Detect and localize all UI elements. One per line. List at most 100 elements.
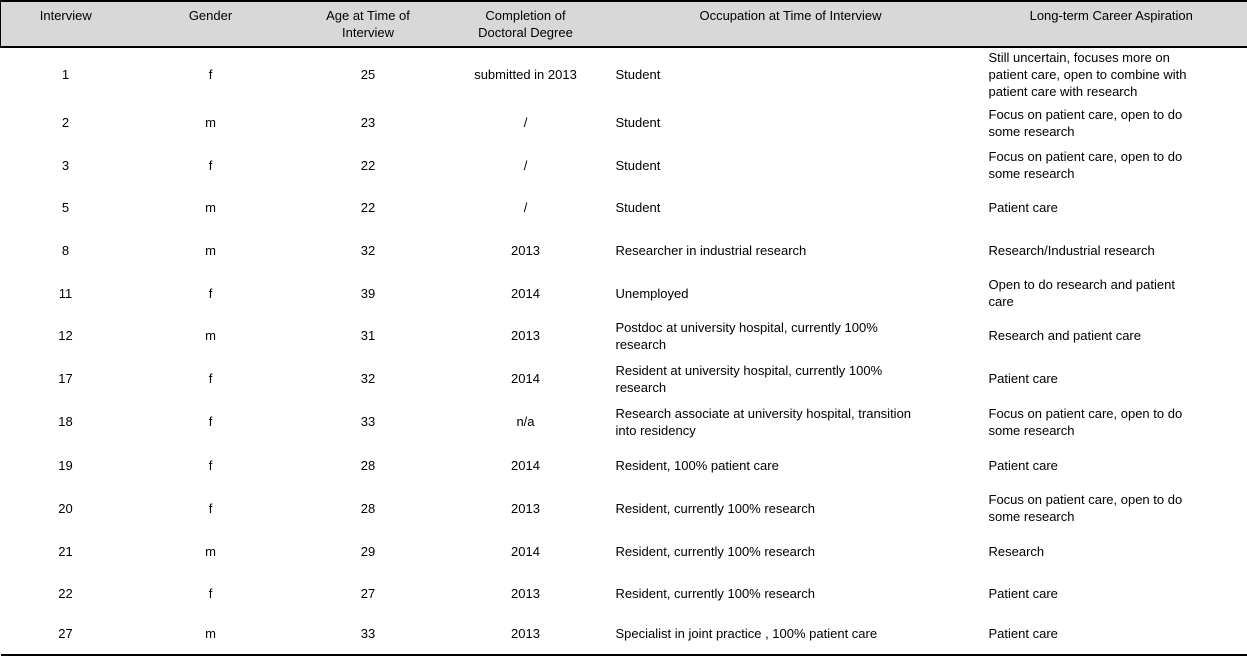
cell-completion: 2013 (511, 500, 540, 516)
cell-occupation: Student (615, 199, 661, 215)
cell-occupation: Resident at university hospital, current… (615, 362, 883, 395)
cell-aspiration: Focus on patient care, open to do some r… (988, 106, 1183, 139)
table-row: 8 m 32 2013 Researcher in industrial res… (1, 228, 1247, 272)
header-row: Interview Gender Age at Time of Intervie… (0, 1, 1247, 47)
column-header-age: Age at Time of Interview (290, 1, 446, 47)
cell-occupation: Researcher in industrial research (615, 242, 807, 258)
cell-age: 31 (360, 328, 376, 343)
cell-age: 22 (360, 199, 376, 215)
cell-completion: / (523, 115, 528, 130)
column-header-gender: Gender (130, 1, 291, 47)
table-row: 5 m 22 / Student Patient care (1, 186, 1247, 228)
table-row: 20 f 28 2013 Resident, currently 100% re… (1, 487, 1247, 529)
cell-interview: 27 (58, 626, 73, 641)
cell-aspiration: Patient care (988, 457, 1058, 473)
cell-interview: 22 (58, 585, 73, 601)
cell-age: 33 (360, 414, 376, 429)
cell-completion: 2013 (511, 328, 540, 343)
cell-gender: f (208, 500, 213, 516)
cell-occupation: Student (615, 157, 661, 173)
cell-aspiration: Research (988, 543, 1045, 559)
cell-interview: 17 (58, 371, 73, 386)
table-body: 1 f 25 submitted in 2013 Student Still u… (1, 47, 1247, 655)
cell-occupation: Resident, currently 100% research (615, 500, 815, 516)
cell-completion: 2014 (511, 371, 540, 386)
table-row: 11 f 39 2014 Unemployed Open to do resea… (1, 272, 1247, 314)
cell-age: 33 (360, 626, 376, 641)
cell-aspiration: Open to do research and patient care (988, 277, 1175, 309)
cell-gender: m (205, 626, 216, 641)
cell-completion: 2014 (511, 285, 540, 301)
cell-interview: 3 (61, 157, 70, 173)
cell-age: 32 (360, 242, 376, 258)
cell-aspiration: Patient care (988, 371, 1058, 386)
cell-aspiration: Patient care (988, 199, 1058, 215)
table-row: 3 f 22 / Student Focus on patient care, … (1, 144, 1247, 186)
cell-completion: 2014 (511, 543, 540, 559)
cell-aspiration: Focus on patient care, open to do some r… (988, 405, 1183, 438)
cell-completion: / (523, 199, 528, 215)
cell-completion: 2013 (511, 585, 540, 601)
cell-age: 32 (360, 371, 376, 386)
cell-occupation: Unemployed (615, 285, 689, 301)
cell-gender: m (205, 115, 216, 130)
cell-interview: 11 (58, 285, 73, 301)
cell-age: 22 (360, 157, 376, 173)
cell-completion: 2013 (511, 242, 540, 258)
cell-occupation: Postdoc at university hospital, currentl… (615, 319, 878, 352)
cell-gender: f (208, 371, 213, 386)
cell-age: 27 (360, 585, 376, 601)
cell-aspiration: Patient care (988, 585, 1058, 601)
table-row: 17 f 32 2014 Resident at university hosp… (1, 357, 1247, 400)
cell-interview: 2 (61, 115, 70, 130)
cell-age: 28 (360, 457, 376, 473)
cell-gender: f (208, 457, 213, 473)
cell-interview: 1 (61, 67, 70, 82)
cell-completion: / (523, 157, 528, 173)
cell-occupation: Resident, currently 100% research (615, 585, 815, 601)
cell-occupation: Specialist in joint practice , 100% pati… (615, 626, 878, 641)
cell-occupation: Research associate at university hospita… (615, 405, 912, 438)
cell-completion: submitted in 2013 (474, 67, 577, 82)
cell-age: 25 (360, 67, 376, 82)
cell-interview: 21 (58, 543, 73, 559)
cell-occupation: Student (615, 67, 661, 82)
table-row: 1 f 25 submitted in 2013 Student Still u… (1, 47, 1247, 101)
column-header-interview: Interview (0, 1, 131, 47)
cell-interview: 12 (58, 328, 73, 343)
cell-occupation: Student (615, 115, 661, 130)
cell-gender: f (208, 157, 213, 173)
cell-completion: n/a (516, 414, 535, 429)
cell-completion: 2013 (511, 626, 540, 641)
cell-gender: m (205, 199, 216, 215)
cell-aspiration: Focus on patient care, open to do some r… (988, 149, 1183, 181)
cell-gender: f (208, 285, 213, 301)
table-row: 27 m 33 2013 Specialist in joint practic… (1, 613, 1247, 655)
cell-aspiration: Still uncertain, focuses more on patient… (988, 50, 1187, 99)
table-row: 18 f 33 n/a Research associate at univer… (1, 400, 1247, 443)
column-header-completion: Completion of Doctoral Degree (445, 1, 606, 47)
cell-aspiration: Research and patient care (988, 328, 1141, 343)
cell-gender: m (205, 242, 216, 258)
column-header-aspiration: Long-term Career Aspiration (975, 1, 1247, 47)
table-row: 2 m 23 / Student Focus on patient care, … (1, 101, 1247, 144)
cell-age: 39 (360, 285, 376, 301)
cell-completion: 2014 (511, 457, 540, 473)
cell-aspiration: Research/Industrial research (988, 242, 1155, 258)
cell-interview: 5 (61, 199, 70, 215)
table-header: Interview Gender Age at Time of Intervie… (0, 1, 1247, 47)
cell-occupation: Resident, currently 100% research (615, 543, 815, 559)
cell-gender: m (205, 328, 216, 343)
cell-aspiration: Focus on patient care, open to do some r… (988, 492, 1183, 524)
cell-age: 23 (360, 115, 376, 130)
cell-aspiration: Patient care (988, 626, 1058, 641)
table-row: 19 f 28 2014 Resident, 100% patient care… (1, 443, 1247, 487)
table-row: 12 m 31 2013 Postdoc at university hospi… (1, 314, 1247, 357)
column-header-occupation: Occupation at Time of Interview (605, 1, 976, 47)
table-row: 21 m 29 2014 Resident, currently 100% re… (1, 529, 1247, 573)
cell-occupation: Resident, 100% patient care (615, 457, 779, 473)
cell-gender: m (205, 543, 216, 559)
cell-age: 28 (360, 500, 376, 516)
